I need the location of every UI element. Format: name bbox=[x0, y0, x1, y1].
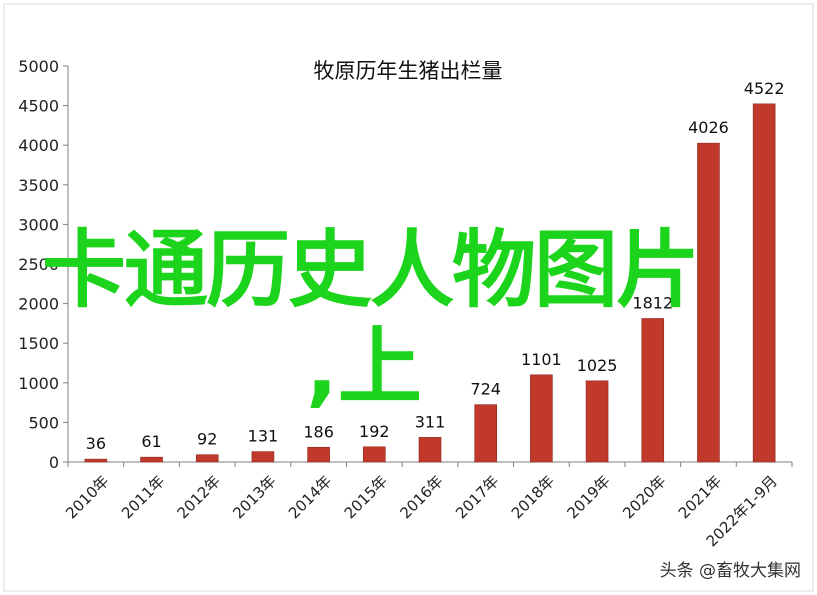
data-label: 61 bbox=[141, 432, 161, 451]
y-tick-label: 3500 bbox=[18, 176, 59, 195]
y-tick-label: 0 bbox=[49, 453, 59, 472]
data-label: 1812 bbox=[632, 293, 673, 312]
bar bbox=[251, 451, 275, 463]
y-tick-label: 500 bbox=[28, 413, 59, 432]
bar bbox=[585, 380, 609, 463]
bar bbox=[363, 446, 386, 463]
data-label: 4026 bbox=[688, 118, 729, 137]
overlay-subline: ,上 bbox=[306, 318, 422, 416]
data-label: 192 bbox=[359, 422, 390, 441]
data-label: 1101 bbox=[521, 350, 562, 369]
y-tick-label: 2500 bbox=[18, 255, 59, 274]
y-tick-label: 5000 bbox=[18, 57, 59, 76]
bar bbox=[418, 437, 442, 463]
bar bbox=[84, 458, 108, 463]
data-label: 36 bbox=[86, 434, 106, 453]
chart-border bbox=[3, 3, 814, 592]
bar bbox=[195, 454, 219, 463]
bars bbox=[84, 103, 776, 463]
y-tick-label: 1000 bbox=[18, 374, 59, 393]
data-label: 311 bbox=[415, 412, 446, 431]
y-tick-label: 4500 bbox=[18, 97, 59, 116]
chart-title: 牧原历年生猪出栏量 bbox=[314, 59, 503, 83]
bar bbox=[697, 142, 720, 463]
bar bbox=[307, 446, 330, 463]
watermark: 头条 @畜牧大集网 bbox=[659, 561, 801, 581]
y-tick-label: 3000 bbox=[18, 215, 59, 234]
data-label: 186 bbox=[303, 422, 334, 441]
data-labels: 36 61 92 131 186 192 311 724 1101 1025 1812 4026 452… bbox=[86, 79, 785, 453]
y-axis: 0 500 1000 1500 2000 2500 3000 3500 4000 4500 5000 bbox=[18, 57, 69, 472]
data-label: 1025 bbox=[577, 356, 618, 375]
data-label: 4522 bbox=[744, 79, 785, 98]
overlay-headline: 卡通历史人物图片 bbox=[42, 221, 700, 319]
y-tick-label: 1500 bbox=[18, 334, 59, 353]
bar bbox=[140, 456, 163, 463]
bar bbox=[474, 404, 497, 463]
y-tick-label: 2000 bbox=[18, 295, 59, 314]
data-label: 131 bbox=[248, 427, 279, 446]
bar bbox=[752, 103, 776, 463]
data-label: 92 bbox=[197, 430, 217, 449]
bar bbox=[530, 374, 553, 463]
bar bbox=[641, 318, 665, 463]
data-label: 724 bbox=[470, 380, 501, 399]
y-tick-label: 4000 bbox=[18, 136, 59, 155]
